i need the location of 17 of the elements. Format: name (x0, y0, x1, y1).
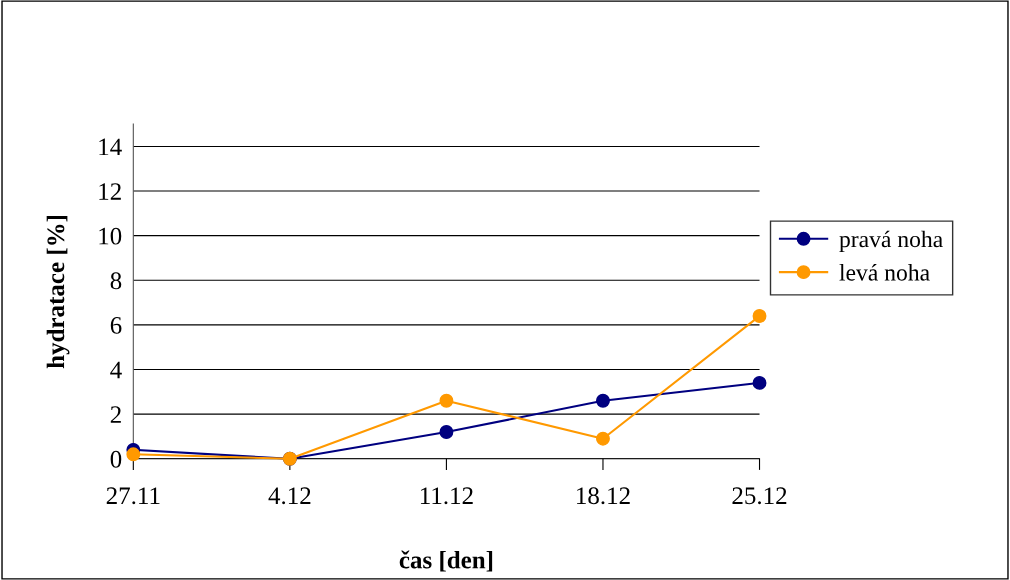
x-tick-label: 4.12 (268, 487, 311, 505)
legend-label: levá noha (839, 264, 930, 281)
x-tick-label: 18.12 (577, 487, 630, 505)
y-axis-title: hydratace [%] (46, 215, 70, 369)
y-tick-label: 14 (99, 138, 122, 156)
x-axis-title: čas [den] (399, 550, 493, 572)
y-tick-label: 2 (110, 406, 121, 423)
y-tick-label: 8 (110, 272, 122, 290)
legend-label: pravá noha (839, 230, 943, 253)
y-tick-label: 6 (110, 317, 122, 334)
y-tick-label: 4 (110, 361, 122, 379)
x-tick-label: 11.12 (420, 487, 473, 505)
y-tick-label: 0 (110, 450, 122, 468)
y-tick-label: 10 (99, 227, 122, 245)
y-tick-label: 12 (99, 183, 121, 200)
x-tick-label: 25.12 (732, 487, 787, 505)
x-tick-label: 27.11 (106, 487, 160, 505)
